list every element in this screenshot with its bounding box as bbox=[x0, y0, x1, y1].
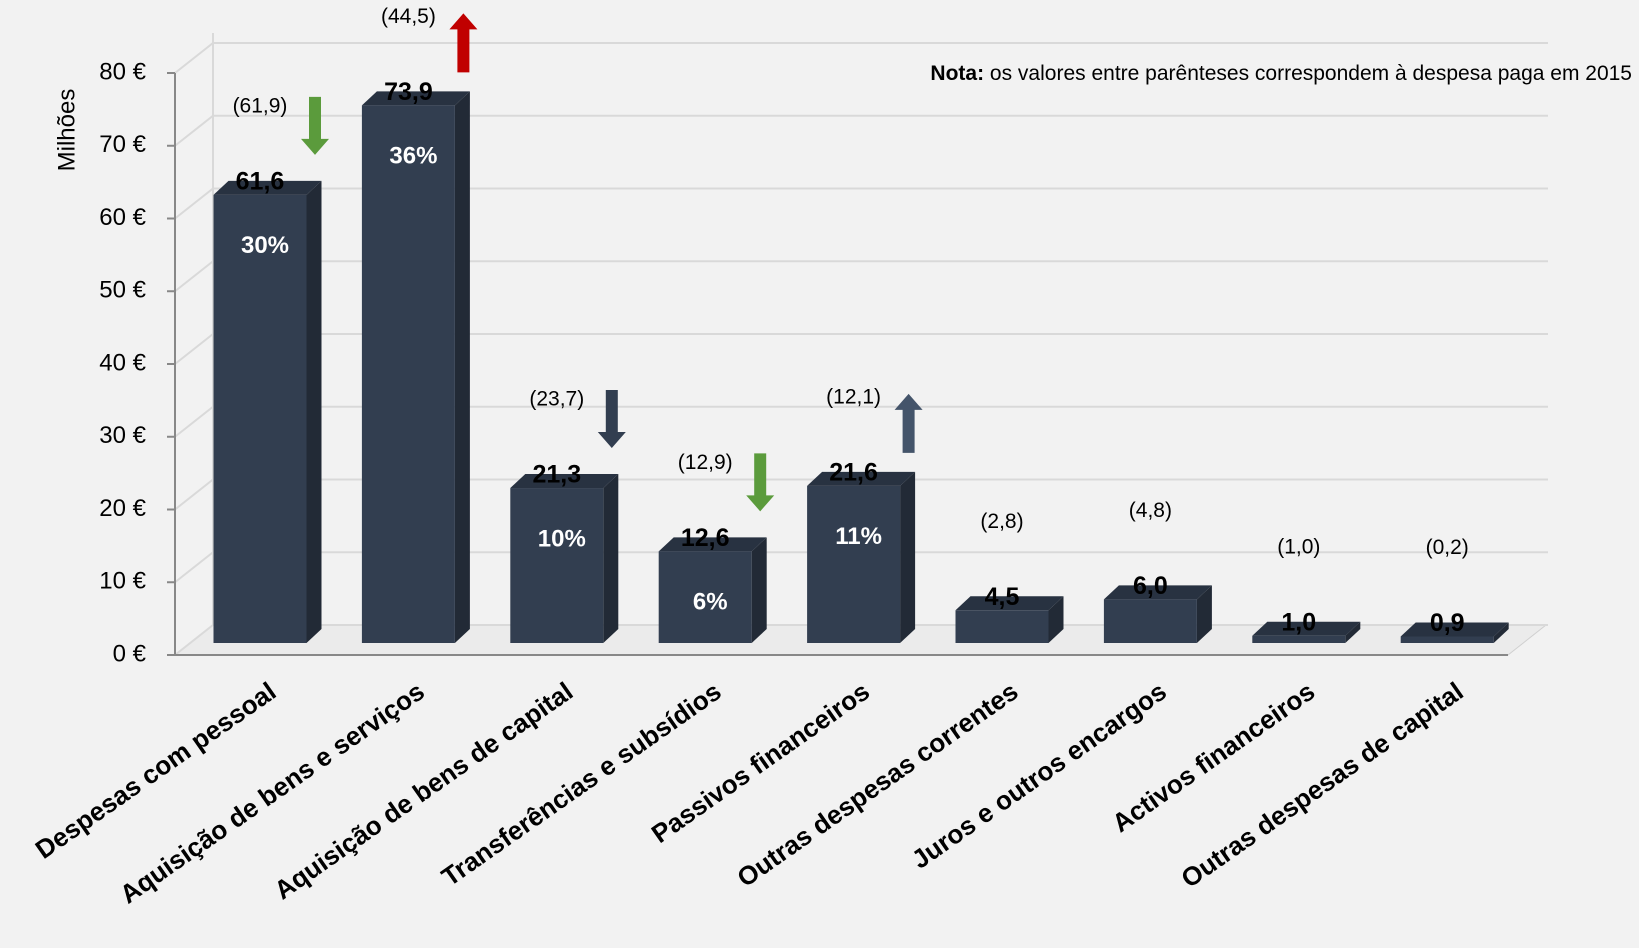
bar-top bbox=[213, 180, 322, 195]
grid-line bbox=[174, 42, 1548, 74]
note: Nota: os valores entre parênteses corres… bbox=[930, 62, 1632, 85]
bar-side bbox=[751, 537, 767, 643]
y-tick-label: 20 € bbox=[99, 495, 146, 522]
value-label: 21,6 bbox=[829, 458, 878, 486]
bar bbox=[510, 488, 604, 643]
bar bbox=[213, 194, 307, 644]
bar-top bbox=[361, 91, 470, 106]
bar-top bbox=[658, 537, 767, 552]
share-label: 11% bbox=[835, 523, 882, 550]
bar-side bbox=[900, 471, 916, 643]
bar-top bbox=[955, 596, 1064, 611]
value-label: 1,0 bbox=[1281, 608, 1316, 636]
bar-top bbox=[1103, 585, 1212, 600]
y-tick-label: 70 € bbox=[99, 131, 146, 158]
bar-top bbox=[1400, 622, 1509, 637]
bar bbox=[807, 485, 901, 643]
bar bbox=[361, 105, 455, 643]
y-tick-label: 10 € bbox=[99, 568, 146, 595]
bar bbox=[1252, 635, 1346, 643]
previous-label: (44,5) bbox=[381, 5, 436, 28]
grid-line bbox=[174, 333, 1548, 365]
bar-side bbox=[1196, 585, 1212, 643]
bar bbox=[658, 551, 752, 643]
grid-line bbox=[174, 187, 1548, 220]
x-tick-label: Despesas com pessoal bbox=[30, 676, 282, 865]
previous-label: (0,2) bbox=[1426, 536, 1469, 559]
bar-side bbox=[1493, 622, 1509, 643]
share-label: 30% bbox=[241, 232, 289, 259]
value-label: 61,6 bbox=[236, 167, 285, 195]
x-tick-label: Transferências e subsídios bbox=[436, 676, 727, 892]
change-arrow bbox=[597, 390, 626, 449]
previous-label: (2,8) bbox=[980, 510, 1023, 533]
previous-label: (1,0) bbox=[1277, 535, 1320, 558]
value-label: 73,9 bbox=[384, 78, 433, 106]
x-tick-label: Juros e outros encargos bbox=[906, 676, 1172, 875]
share-label: 6% bbox=[693, 589, 728, 616]
value-label: 12,6 bbox=[681, 524, 730, 552]
y-tick-label: 40 € bbox=[99, 349, 146, 376]
change-arrow bbox=[301, 96, 329, 155]
previous-label: (61,9) bbox=[233, 94, 288, 117]
value-label: 0,9 bbox=[1430, 609, 1465, 637]
grid-line bbox=[174, 405, 1548, 438]
share-label: 36% bbox=[389, 143, 437, 170]
x-tick-label: Aquisição de bens de capital bbox=[269, 676, 579, 905]
y-tick-label: 0 € bbox=[113, 640, 147, 667]
grid-line bbox=[174, 551, 1548, 584]
grid-line bbox=[174, 624, 1548, 656]
y-tick-label: 30 € bbox=[99, 422, 146, 449]
grid-line bbox=[174, 260, 1548, 293]
bar bbox=[1400, 636, 1494, 643]
y-tick-label: 60 € bbox=[99, 204, 146, 231]
previous-label: (23,7) bbox=[529, 388, 584, 411]
change-arrow bbox=[746, 453, 775, 512]
bar-top bbox=[510, 474, 619, 489]
note-text: os valores entre parênteses correspondem… bbox=[990, 62, 1632, 85]
y-tick-label: 80 € bbox=[99, 58, 146, 85]
bar-side bbox=[1048, 596, 1064, 643]
previous-label: (12,9) bbox=[678, 451, 733, 474]
x-tick-label: Outras despesas correntes bbox=[732, 676, 1024, 893]
bar bbox=[955, 610, 1049, 643]
x-tick-label: Aquisição de bens e serviços bbox=[114, 676, 430, 909]
bar bbox=[1103, 599, 1197, 643]
value-label: 6,0 bbox=[1133, 572, 1168, 600]
value-label: 4,5 bbox=[985, 583, 1020, 611]
note-label: Nota: bbox=[930, 62, 984, 85]
bar-top bbox=[807, 471, 916, 486]
grid-line bbox=[174, 478, 1548, 511]
x-tick-label: Outras despesas de capital bbox=[1176, 676, 1469, 894]
change-arrow bbox=[449, 13, 478, 73]
bar-side bbox=[1345, 621, 1361, 643]
grid-line bbox=[174, 114, 1548, 147]
previous-label: (4,8) bbox=[1129, 499, 1172, 522]
change-arrow bbox=[894, 393, 923, 453]
bar-side bbox=[306, 180, 322, 644]
bar-side bbox=[454, 91, 470, 643]
value-label: 21,3 bbox=[532, 461, 581, 489]
y-tick-label: 50 € bbox=[99, 277, 146, 304]
bar-top bbox=[1252, 621, 1361, 636]
y-axis-label: Milhões bbox=[53, 89, 80, 172]
share-label: 10% bbox=[538, 525, 586, 552]
previous-label: (12,1) bbox=[826, 385, 881, 408]
bar-side bbox=[603, 474, 619, 643]
